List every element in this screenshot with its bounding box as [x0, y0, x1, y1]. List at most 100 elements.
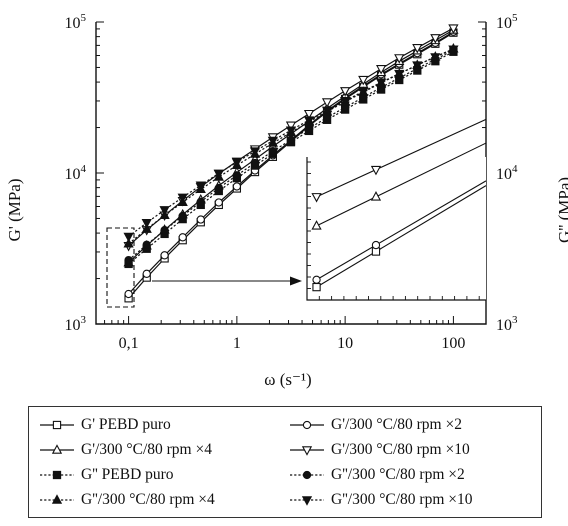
legend-marker [301, 445, 313, 456]
data-point [249, 147, 261, 157]
legend-label: G''/300 °C/80 rpm ×4 [81, 490, 215, 508]
legend-label: G'/300 °C/80 rpm ×4 [81, 440, 212, 458]
inset-data-point [312, 282, 321, 292]
inset-data-point [312, 275, 321, 284]
data-point [321, 106, 333, 117]
legend-swatch [40, 470, 74, 479]
data-point [141, 219, 152, 229]
legend-marker [52, 470, 62, 479]
data-point [394, 69, 405, 80]
y-axis-right-label: G'' (MPa) [555, 177, 568, 243]
inset-series-line [316, 180, 487, 281]
data-point [178, 233, 187, 242]
legend-label: G''/300 °C/80 rpm ×2 [331, 465, 465, 483]
data-point [196, 197, 205, 206]
legend-item-ggpp-300-c-80-rpm-x10: G''/300 °C/80 rpm ×10 [289, 488, 539, 511]
data-point [430, 34, 441, 44]
legend: G' PEBD puro G'/300 °C/80 rpm ×2 G'/300 °C… [28, 406, 542, 518]
legend-marker [302, 470, 312, 479]
data-point [160, 251, 169, 260]
legend-marker [302, 420, 312, 429]
data-point [430, 53, 441, 63]
series-ggpp-300-c-80-rpm-x10 [123, 45, 459, 243]
data-point [160, 226, 169, 235]
series-layer [123, 24, 459, 303]
x-axis: 0,1 1 10 100 [95, 316, 487, 352]
data-point [124, 289, 133, 299]
x-axis-label: ω (s⁻¹) [264, 370, 311, 389]
data-point [177, 193, 188, 204]
data-point [303, 109, 315, 120]
inset-data-point [311, 193, 322, 203]
inset-plot [306, 118, 487, 301]
inset-data-point [370, 191, 382, 201]
data-point [448, 45, 459, 56]
data-point [213, 169, 224, 180]
y-right-tick-label: 104 [496, 163, 518, 183]
legend-label: G'' PEBD puro [81, 465, 174, 483]
inset-data-point [370, 165, 382, 176]
data-point [123, 237, 134, 248]
legend-swatch [290, 470, 324, 479]
data-point [358, 75, 369, 86]
data-point [412, 44, 423, 54]
legend-label: G'/300 °C/80 rpm ×2 [331, 415, 462, 433]
data-point [196, 215, 205, 224]
y-left-tick-label: 105 [65, 12, 87, 32]
data-point [304, 124, 314, 133]
data-point [142, 240, 151, 249]
data-point [303, 116, 315, 126]
x-tick-label: 1 [233, 335, 241, 352]
legend-swatch [40, 493, 74, 504]
data-point [285, 121, 297, 132]
data-point [214, 198, 223, 207]
legend-item-gp-300-c-80-rpm-x2: G'/300 °C/80 rpm ×2 [289, 413, 539, 436]
inset-series-gp-300-c-80-rpm-x4 [311, 142, 487, 230]
inset-series-gp-300-c-80-rpm-x10 [311, 118, 487, 203]
data-point [267, 136, 278, 147]
y-axis-left: 103 104 105 [65, 12, 104, 334]
legend-label: G' PEBD puro [81, 415, 171, 433]
y-left-tick-label: 104 [65, 163, 87, 183]
data-point [124, 255, 133, 265]
data-point [142, 269, 151, 278]
legend-item-ggpp-300-c-80-rpm-x2: G''/300 °C/80 rpm ×2 [289, 463, 539, 486]
x-tick-label: 100 [441, 335, 465, 352]
data-point [358, 87, 369, 98]
data-point [178, 211, 187, 221]
data-point [214, 183, 223, 193]
legend-marker [301, 495, 313, 506]
zoom-arrow-head [290, 276, 302, 286]
inset-background [307, 157, 486, 300]
legend-item-gp-300-c-80-rpm-x4: G'/300 °C/80 rpm ×4 [39, 438, 289, 461]
legend-marker [51, 493, 63, 504]
legend-marker [52, 420, 62, 429]
legend-grid: G' PEBD puro G'/300 °C/80 rpm ×2 G'/300 °C… [39, 413, 541, 511]
data-point [231, 158, 242, 168]
legend-item-gp-pebd-puro: G' PEBD puro [39, 413, 289, 436]
data-point [250, 158, 260, 168]
x-tick-label: 0,1 [119, 335, 139, 352]
legend-item-ggpp-pebd-puro: G'' PEBD puro [39, 463, 289, 486]
data-point [340, 87, 351, 97]
inset-series-gp-300-c-80-rpm-x2 [312, 180, 487, 284]
data-point [321, 98, 333, 108]
data-point [286, 135, 296, 144]
data-point [340, 96, 351, 107]
zoom-annotation [106, 227, 302, 308]
data-point [376, 78, 387, 89]
inset-data-point [311, 220, 322, 230]
inset-series-line [316, 118, 487, 198]
data-point [123, 232, 134, 243]
inset-series-line [316, 185, 487, 288]
data-point [268, 147, 278, 156]
data-point [376, 65, 387, 75]
x-tick-label: 10 [337, 335, 353, 352]
legend-marker [51, 443, 63, 454]
legend-swatch [290, 445, 324, 456]
legend-swatch [40, 420, 74, 429]
inset-axes [306, 157, 486, 301]
data-point [195, 181, 206, 191]
y-left-tick-label: 103 [65, 314, 87, 334]
